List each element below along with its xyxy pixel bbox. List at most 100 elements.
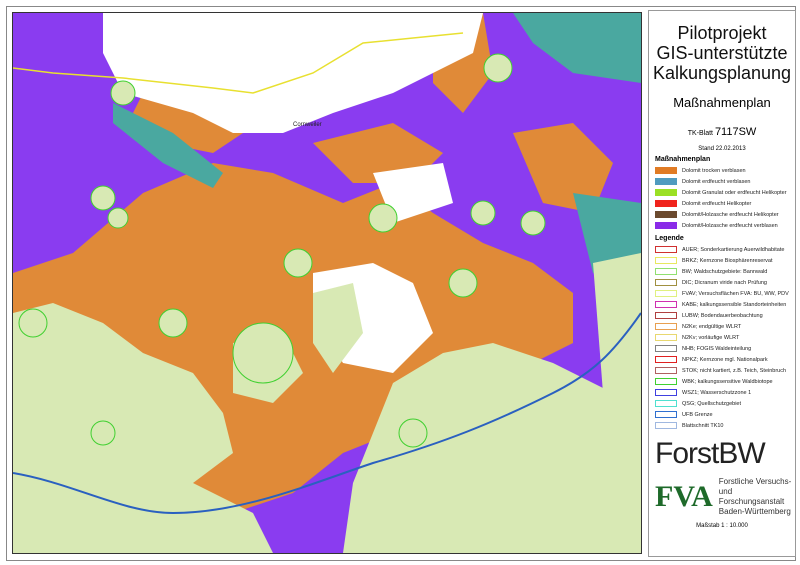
- forstbw-logo: ForstBW: [655, 437, 766, 470]
- legend-label: NPKZ; Kernzone mgl. Nationalpark: [682, 356, 768, 363]
- tk-label: TK-Blatt: [687, 130, 713, 137]
- legend-label: BW; Waldschutzgebiete: Bannwald: [682, 268, 768, 275]
- measure-swatch: [655, 189, 677, 196]
- legend-item: Blattschnitt TK10: [655, 420, 795, 431]
- legend-item: LUBW; Bodendauerbeobachtung: [655, 310, 795, 321]
- fva-line: und Forschungsanstalt: [718, 487, 785, 506]
- tk-value: 7117SW: [714, 126, 757, 138]
- legend-list: AUER; Sonderkartierung Auerwildhabitate B…: [649, 244, 795, 431]
- tk-sheet: TK-Blatt 7117SW: [649, 126, 795, 138]
- measure-item: Dolomit Granulat oder erdfeucht Helikopt…: [655, 187, 795, 198]
- legend-item: NPKZ; Kernzone mgl. Nationalpark: [655, 354, 795, 365]
- teal-area: [113, 103, 223, 188]
- orange-area: [513, 123, 613, 213]
- legend-swatch: [655, 246, 677, 253]
- title-line: GIS-unterstützte: [656, 43, 788, 63]
- town-area: [103, 13, 483, 133]
- legend-item: BRKZ; Kernzone Biosphärenreservat: [655, 255, 795, 266]
- legend-label: N2Kv; vorläufige WLRT: [682, 334, 740, 341]
- legend-panel: Pilotprojekt GIS-unterstützte Kalkungspl…: [648, 10, 796, 557]
- measure-label: Dolomit/Holzasche erdfeucht verblasen: [682, 222, 778, 229]
- legend-item: N2Kv; vorläufige WLRT: [655, 332, 795, 343]
- legend-swatch: [655, 422, 677, 429]
- biotope-circles: [18, 53, 546, 448]
- map-canvas: Cornweiler: [12, 13, 642, 553]
- legend-swatch: [655, 279, 677, 286]
- legend-item: N2Ke; endgültige WLRT: [655, 321, 795, 332]
- legend-item: NHB; FOGIS Waldeinteilung: [655, 343, 795, 354]
- legend-item: WSZ1; Wasserschutzzone 1: [655, 387, 795, 398]
- fva-line: Forstliche Versuchs-: [718, 477, 792, 486]
- measure-swatch: [655, 200, 677, 207]
- legend-item: UFB Grenze: [655, 409, 795, 420]
- legend-item: WBK; kalkungssensitive Waldbiotope: [655, 376, 795, 387]
- legend-swatch: [655, 389, 677, 396]
- legend-label: UFB Grenze: [682, 411, 713, 418]
- legend-swatch: [655, 312, 677, 319]
- legend-label: BRKZ; Kernzone Biosphärenreservat: [682, 257, 773, 264]
- measure-label: Dolomit erdfeucht verblasen: [682, 178, 751, 185]
- legend-label: LUBW; Bodendauerbeobachtung: [682, 312, 763, 319]
- fva-logo-block: FVA Forstliche Versuchs- und Forschungsa…: [655, 477, 795, 517]
- legend-label: NHB; FOGIS Waldeinteilung: [682, 345, 752, 352]
- measure-swatch: [655, 222, 677, 229]
- legend-label: STOK; nicht kartiert, z.B. Teich, Steinb…: [682, 367, 787, 374]
- title-line: Kalkungsplanung: [652, 63, 792, 83]
- map-subtitle: Maßnahmenplan: [673, 95, 771, 110]
- legend-label: AUER; Sonderkartierung Auerwildhabitate: [682, 246, 785, 253]
- legend-item: KABE; kalkungssensible Standorteinheiten: [655, 299, 795, 310]
- legend-item: STOK; nicht kartiert, z.B. Teich, Steinb…: [655, 365, 795, 376]
- measure-item: Dolomit erdfeucht verblasen: [655, 176, 795, 187]
- legend-label: QSG; Quellschutzgebiet: [682, 400, 742, 407]
- legend-label: N2Ke; endgültige WLRT: [682, 323, 742, 330]
- legend-label: DIC; Dicranum viride nach Prüfung: [682, 279, 767, 286]
- legend-swatch: [655, 334, 677, 341]
- legend-item: QSG; Quellschutzgebiet: [655, 398, 795, 409]
- legend-swatch: [655, 378, 677, 385]
- legend-swatch: [655, 323, 677, 330]
- fva-logo: FVA: [655, 480, 713, 513]
- measure-label: Dolomit erdfeucht Helikopter: [682, 200, 752, 207]
- legend-swatch: [655, 345, 677, 352]
- measure-label: Dolomit trocken verblasen: [682, 167, 746, 174]
- measure-label: Dolomit/Holzasche erdfeucht Helikopter: [682, 211, 779, 218]
- measure-label: Dolomit Granulat oder erdfeucht Helikopt…: [682, 189, 787, 196]
- map-view[interactable]: Cornweiler: [12, 12, 642, 554]
- legend-swatch: [655, 257, 677, 264]
- legend-label: Blattschnitt TK10: [682, 422, 724, 429]
- fva-line: Baden-Württemberg: [718, 507, 791, 516]
- measure-swatch: [655, 167, 677, 174]
- river: [12, 312, 642, 515]
- legend-label: WBK; kalkungssensitive Waldbiotope: [682, 378, 773, 385]
- forest-area: [593, 253, 641, 413]
- map-title: Pilotprojekt GIS-unterstützte Kalkungspl…: [649, 23, 795, 83]
- legend-header: Legende: [655, 235, 684, 242]
- legend-swatch: [655, 290, 677, 297]
- forest-area: [343, 343, 641, 553]
- measure-item: Dolomit/Holzasche erdfeucht Helikopter: [655, 209, 795, 220]
- legend-swatch: [655, 411, 677, 418]
- measure-item: Dolomit trocken verblasen: [655, 165, 795, 176]
- legend-label: WSZ1; Wasserschutzzone 1: [682, 389, 752, 396]
- measure-swatch: [655, 211, 677, 218]
- road: [12, 32, 464, 94]
- legend-label: KABE; kalkungssensible Standorteinheiten: [682, 301, 787, 308]
- measure-swatch: [655, 178, 677, 185]
- legend-item: BW; Waldschutzgebiete: Bannwald: [655, 266, 795, 277]
- teal-area: [513, 13, 641, 83]
- measures-header: Maßnahmenplan: [655, 156, 711, 163]
- town-label: Cornweiler: [293, 122, 322, 128]
- forest-area: [313, 283, 363, 373]
- measures-list: Dolomit trocken verblasen Dolomit erdfeuc…: [649, 165, 795, 231]
- legend-label: FVAV; Versuchsflächen FVA: BU, WW, PDV: [682, 290, 789, 297]
- scale: Maßstab 1 : 10.000: [696, 523, 748, 529]
- legend-swatch: [655, 356, 677, 363]
- measure-item: Dolomit/Holzasche erdfeucht verblasen: [655, 220, 795, 231]
- legend-swatch: [655, 367, 677, 374]
- legend-item: DIC; Dicranum viride nach Prüfung: [655, 277, 795, 288]
- legend-item: FVAV; Versuchsflächen FVA: BU, WW, PDV: [655, 288, 795, 299]
- legend-swatch: [655, 301, 677, 308]
- legend-swatch: [655, 400, 677, 407]
- date: Stand 22.02.2013: [698, 146, 746, 152]
